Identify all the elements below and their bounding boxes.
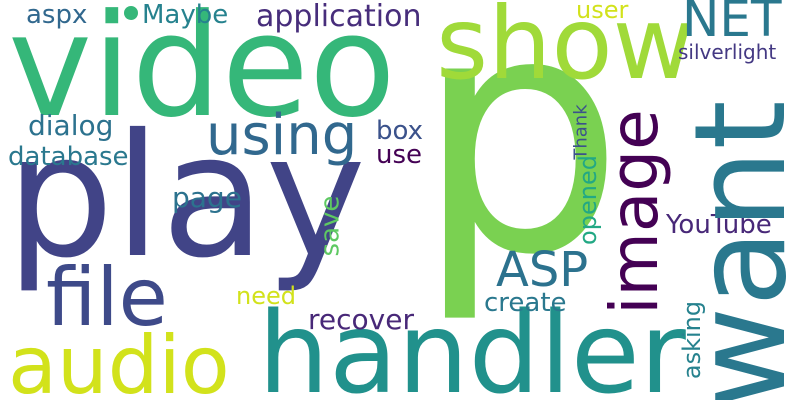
word-silverlight: silverlight [678, 40, 777, 64]
word-video: video [8, 0, 396, 149]
word-use: use [376, 140, 423, 170]
word-using: using [206, 103, 358, 168]
word-p: p [415, 0, 625, 327]
dot-marker [124, 6, 138, 20]
word-asking: asking [678, 300, 707, 380]
word-YouTube: YouTube [666, 210, 772, 240]
word-show: show [436, 0, 695, 102]
word-save: save [314, 195, 345, 257]
word-need: need [236, 282, 296, 310]
word-opened: opened [573, 155, 602, 245]
word-NET: NET [682, 0, 782, 48]
word-page: page [172, 181, 242, 214]
word-image: image [595, 109, 673, 315]
word-Thank: Thank [570, 104, 592, 160]
word-audio: audio [8, 319, 230, 400]
word-user: user [576, 0, 629, 24]
word-Maybe: Maybe [142, 0, 229, 30]
word-create: create [484, 288, 567, 318]
word-aspx: aspx [26, 0, 88, 30]
word-ASP: ASP [496, 242, 589, 298]
word-database: database [8, 142, 129, 172]
word-handler: handler [258, 289, 686, 400]
word-box: box [376, 116, 423, 146]
word-application: application [256, 0, 422, 34]
word-file: file [46, 251, 168, 344]
word-recover: recover [308, 303, 414, 336]
word-dialog: dialog [28, 109, 114, 142]
word-play: play [6, 98, 366, 296]
